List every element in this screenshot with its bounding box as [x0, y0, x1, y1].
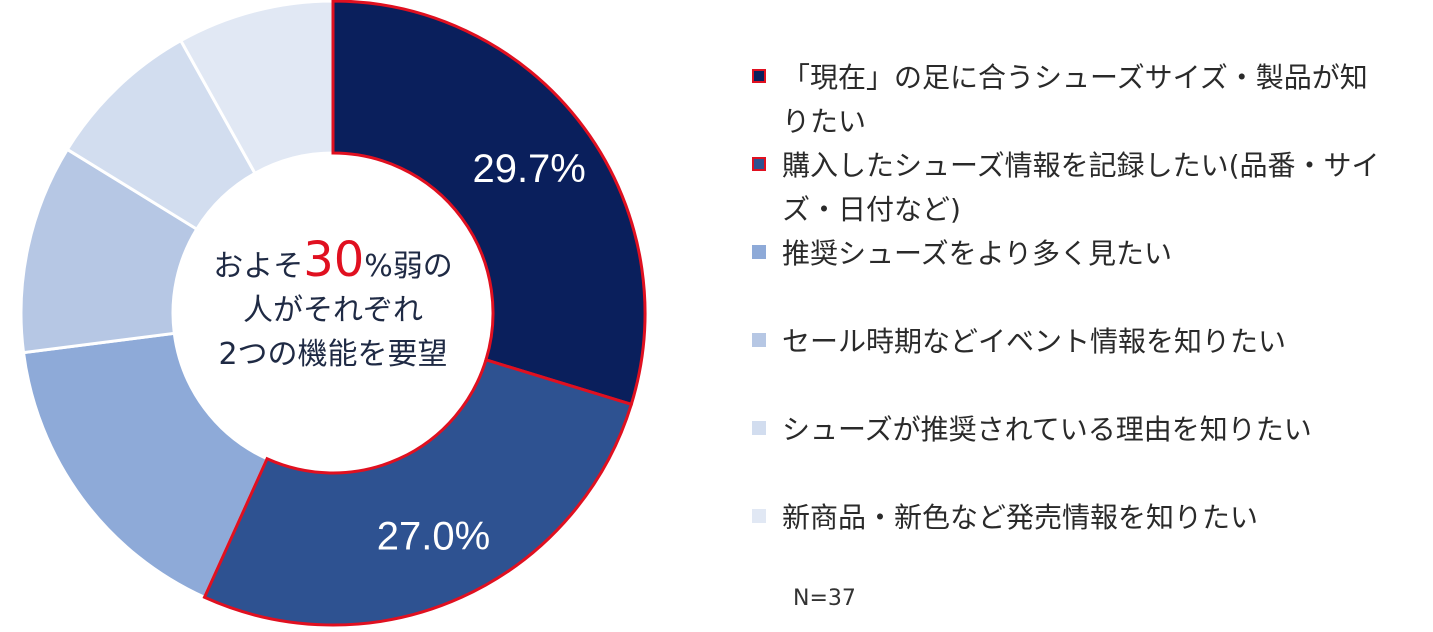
legend-swatch	[752, 245, 766, 259]
legend-label: 新商品・新色など発売情報を知りたい	[782, 501, 1259, 534]
center-line-3: 2つの機能を要望	[218, 337, 448, 372]
legend-label: 推奨シューズをより多く見たい	[782, 237, 1173, 270]
donut-chart: 29.7% 27.0%	[19, 0, 647, 627]
legend-label: 「現在」の足に合うシューズサイズ・製品が知りたい	[782, 61, 1368, 138]
center-post-text: %弱の	[364, 249, 453, 284]
legend-item: セール時期などイベント情報を知りたい	[752, 320, 1286, 364]
center-annotation: およそ30%弱の 人がそれぞれ 2つの機能を要望	[168, 236, 498, 377]
center-line-1: およそ30%弱の	[168, 236, 498, 289]
legend-item: 新商品・新色など発売情報を知りたい	[752, 496, 1258, 540]
pie-slice	[21, 331, 270, 600]
legend-label: 購入したシューズ情報を記録したい(品番・サイズ・日付など)	[782, 149, 1380, 226]
legend-label: セール時期などイベント情報を知りたい	[782, 325, 1287, 358]
legend-item: シューズが推奨されている理由を知りたい	[752, 408, 1312, 452]
center-pre-text: およそ	[213, 249, 304, 284]
legend-item: 「現在」の足に合うシューズサイズ・製品が知りたい	[752, 56, 1392, 144]
legend-swatch	[752, 509, 766, 523]
center-highlight-number: 30	[303, 232, 365, 288]
sample-size-note: N=37	[793, 586, 856, 611]
legend-swatch	[752, 157, 766, 171]
legend-swatch	[752, 69, 766, 83]
legend-label: シューズが推奨されている理由を知りたい	[782, 413, 1312, 446]
center-line-2: 人がそれぞれ	[243, 293, 423, 328]
legend-item: 購入したシューズ情報を記録したい(品番・サイズ・日付など)	[752, 144, 1397, 232]
slice-value-label: 29.7%	[472, 147, 585, 191]
pie-slice	[331, 0, 647, 407]
pie-slice	[202, 357, 634, 627]
legend-swatch	[752, 333, 766, 347]
legend-item: 推奨シューズをより多く見たい	[752, 232, 1172, 276]
legend-swatch	[752, 421, 766, 435]
slice-value-label: 27.0%	[377, 514, 490, 558]
